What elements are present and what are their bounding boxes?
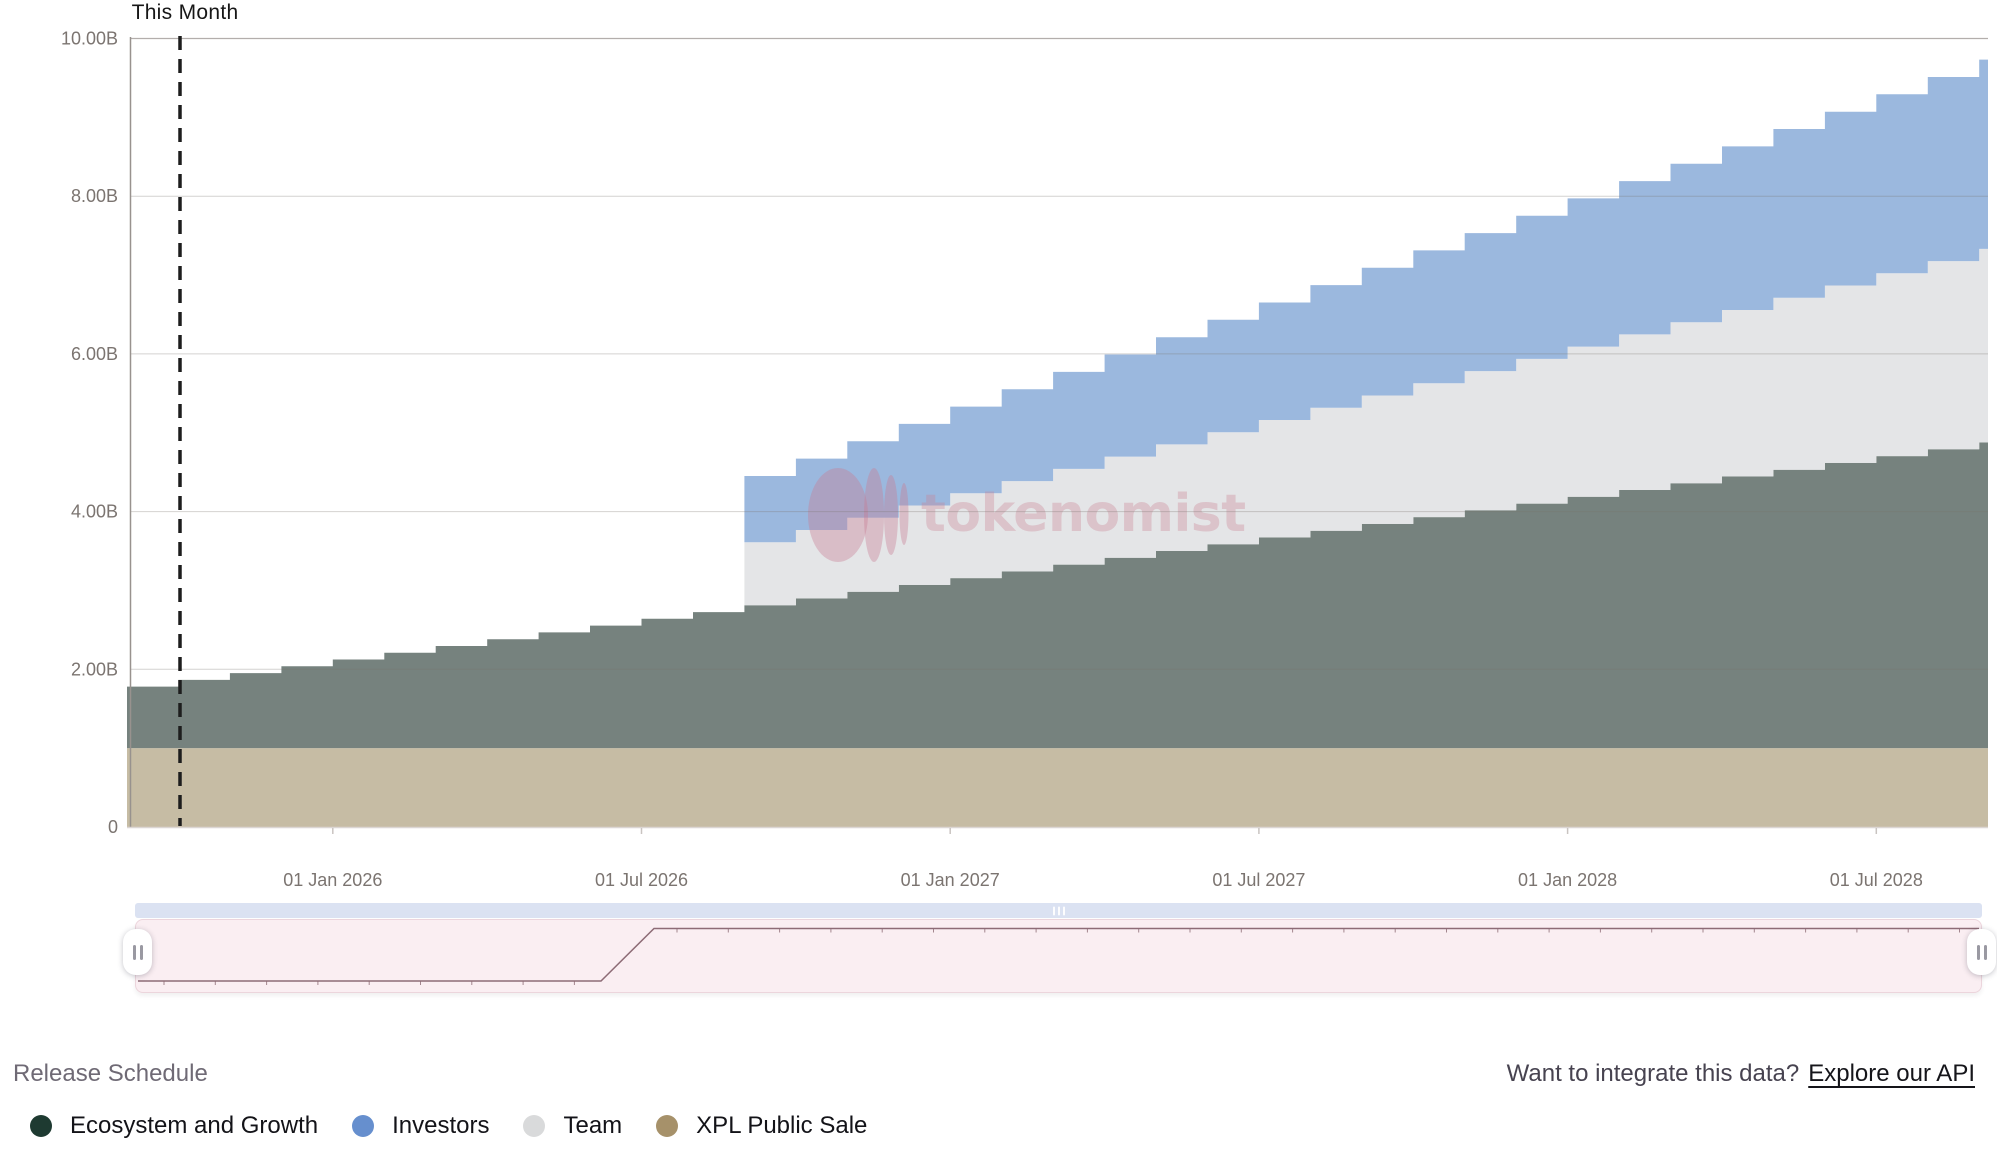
area-team: [127, 248, 1988, 687]
release-schedule-chart[interactable]: tokenomist 0 2.00B 4.00B 6.00B 8.00B 10.00B 01 …: [0, 0, 1997, 895]
gridlines: [130, 37, 1988, 670]
legend-item-label: Ecosystem and Growth: [70, 1112, 319, 1139]
legend-dot-icon: [656, 1115, 679, 1137]
legend-item[interactable]: Ecosystem and Growth: [30, 1112, 318, 1140]
x-tick-label: 01 Jul 2027: [1212, 870, 1305, 890]
api-callout: Want to integrate this data? Explore our …: [1507, 1060, 1975, 1088]
legend-dot-icon: [30, 1115, 52, 1137]
api-prompt: Want to integrate this data?: [1506, 1060, 1800, 1087]
drag-handle-icon: [132, 944, 143, 960]
y-tick-label: 8.00B: [71, 186, 118, 206]
x-tick-label: 01 Jan 2027: [901, 870, 1000, 890]
area-xpl-public-sale: [127, 748, 1988, 827]
this-month-label: This Month: [131, 1, 239, 24]
x-tick-label: 01 Jan 2026: [283, 870, 382, 890]
x-tick-label: 01 Jul 2026: [595, 870, 688, 890]
brush-mini-chart: [138, 927, 1979, 985]
y-tick-label: 10.00B: [61, 29, 118, 49]
brush-handle-right[interactable]: [1967, 929, 1996, 975]
legend-item-label: Investors: [392, 1112, 490, 1139]
brush-total-line: [138, 927, 1979, 982]
drag-handle-icon: [1976, 944, 1987, 960]
y-axis-labels: 0 2.00B 4.00B 6.00B 8.00B 10.00B: [61, 29, 118, 838]
y-tick-label: 6.00B: [71, 344, 118, 364]
area-ecosystem-and-growth: [127, 442, 1988, 749]
tokenomist-logo-icon: [808, 468, 909, 562]
watermark-text: tokenomist: [921, 484, 1246, 544]
y-tick-label: 2.00B: [71, 659, 118, 679]
legend-dot-icon: [523, 1115, 546, 1137]
legend: Ecosystem and Growth Investors Team XPL Pub…: [30, 1112, 867, 1140]
section-title: Release Schedule: [13, 1060, 208, 1087]
area-investors: [127, 59, 1988, 687]
legend-item[interactable]: XPL Public Sale: [656, 1112, 867, 1140]
y-tick-label: 0: [108, 817, 118, 837]
explore-api-link[interactable]: Explore our API: [1808, 1060, 1975, 1087]
brush-range-bar[interactable]: [135, 903, 1982, 918]
brush-selection-area[interactable]: [135, 919, 1982, 993]
tokenomist-watermark: tokenomist: [808, 468, 1246, 562]
brush-grip-icon: [1052, 906, 1065, 915]
x-tick-label: 01 Jan 2028: [1518, 870, 1617, 890]
y-tick-label: 4.00B: [71, 502, 118, 522]
legend-dot-icon: [352, 1115, 375, 1137]
legend-item-label: Team: [563, 1112, 623, 1139]
x-tick-label: 01 Jul 2028: [1830, 870, 1923, 890]
brush-handle-left[interactable]: [123, 929, 152, 975]
x-axis-labels: 01 Jan 2026 01 Jul 2026 01 Jan 2027 01 Jul …: [283, 828, 1923, 890]
legend-item[interactable]: Investors: [352, 1112, 489, 1140]
legend-item-label: XPL Public Sale: [696, 1112, 868, 1139]
legend-item[interactable]: Team: [523, 1112, 622, 1140]
